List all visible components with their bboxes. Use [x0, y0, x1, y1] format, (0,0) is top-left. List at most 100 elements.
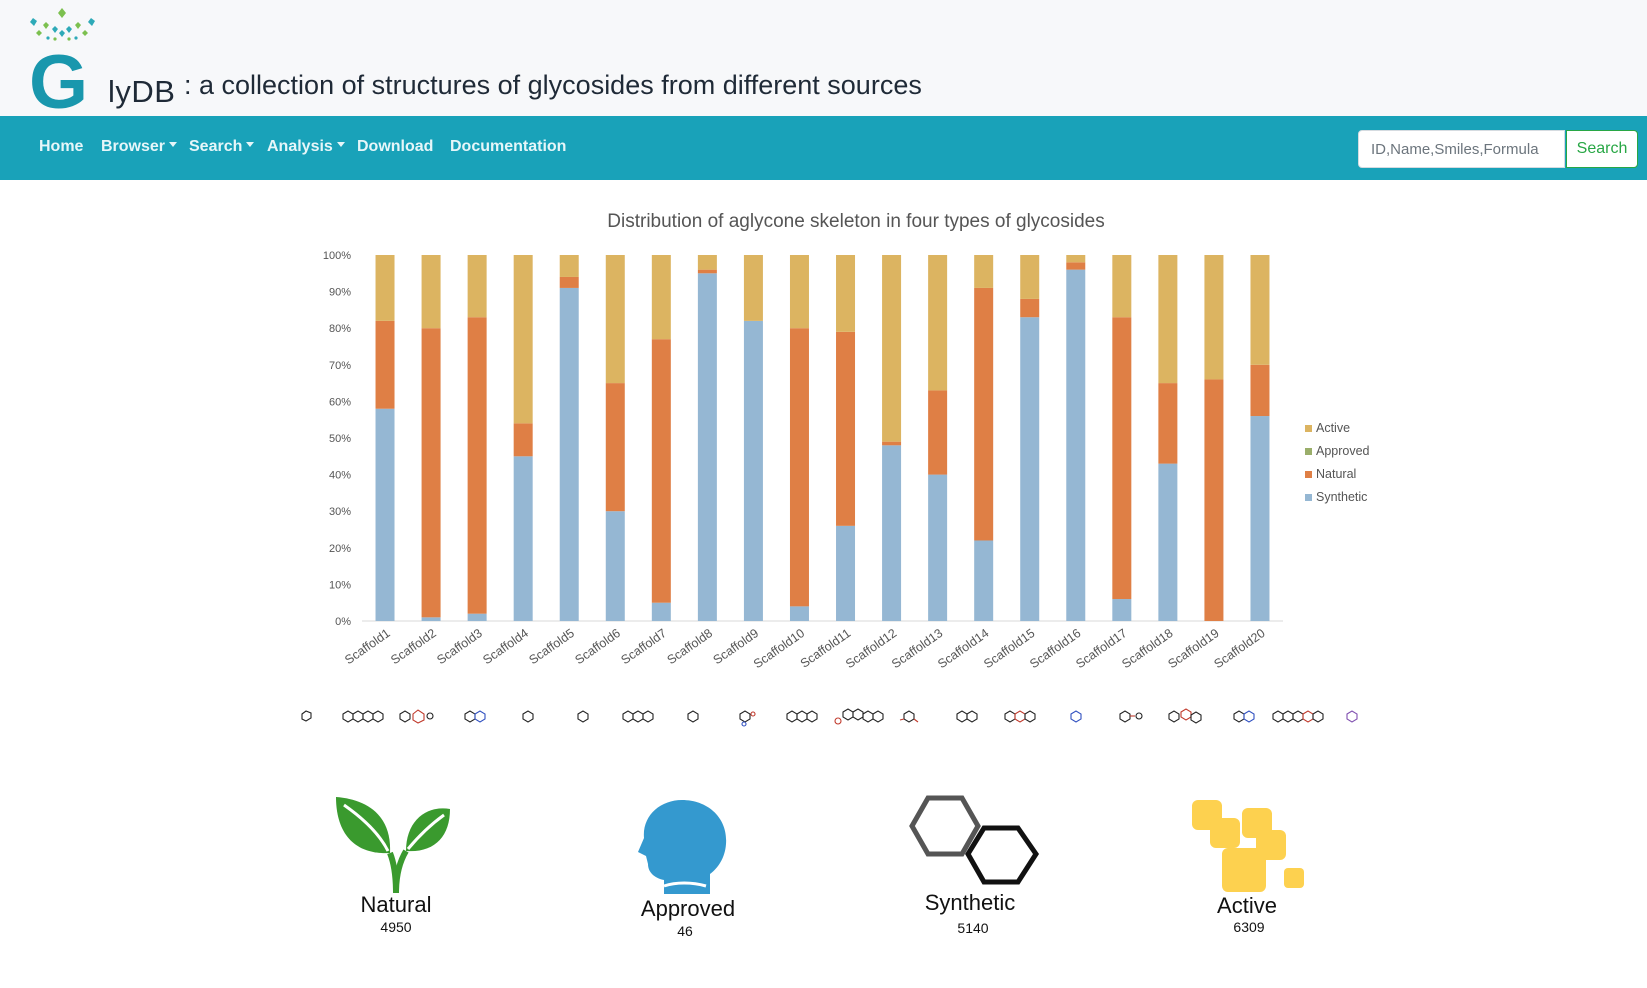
stat-label: Synthetic: [924, 890, 1016, 915]
y-tick-label: 60%: [329, 396, 351, 408]
bar-active[interactable]: [605, 255, 625, 384]
bar-natural[interactable]: [928, 390, 948, 475]
x-tick-label: Scaffold8: [665, 626, 716, 667]
x-tick-label: Scaffold5: [526, 626, 577, 667]
bar-natural[interactable]: [605, 383, 625, 512]
nav-analysis-dropdown[interactable]: Analysis: [267, 138, 345, 156]
nav-documentation[interactable]: Documentation: [450, 138, 567, 155]
bar-synthetic[interactable]: [375, 408, 395, 621]
bar-active[interactable]: [697, 255, 717, 270]
structure-thumbnail: [301, 710, 312, 722]
bar-synthetic[interactable]: [1112, 599, 1132, 621]
bar-active[interactable]: [1158, 255, 1178, 384]
x-tick-label: Scaffold7: [618, 626, 669, 667]
bar-active[interactable]: [974, 255, 994, 288]
bar-active[interactable]: [882, 255, 902, 442]
bar-active[interactable]: [467, 255, 487, 318]
caret-down-icon: [169, 142, 178, 148]
stat-label: Approved: [640, 896, 736, 921]
search-input[interactable]: [1358, 130, 1565, 168]
bar-synthetic[interactable]: [1250, 416, 1270, 621]
bar-natural[interactable]: [1204, 379, 1224, 621]
bar-natural[interactable]: [697, 269, 717, 274]
bar-natural[interactable]: [1020, 298, 1040, 318]
search-button[interactable]: Search: [1566, 130, 1638, 168]
bar-synthetic[interactable]: [697, 273, 717, 621]
brand-name: lyDB: [108, 74, 176, 109]
bar-active[interactable]: [928, 255, 948, 391]
bar-active[interactable]: [421, 255, 441, 329]
bar-active[interactable]: [559, 255, 579, 277]
site-header: G lyDB : a collection of structures of g…: [0, 0, 1647, 116]
x-tick-label: Scaffold2: [388, 626, 439, 667]
bar-synthetic[interactable]: [789, 606, 809, 621]
y-tick-label: 0%: [335, 616, 351, 628]
x-tick-label: Scaffold13: [889, 626, 945, 671]
nav-home[interactable]: Home: [39, 138, 84, 155]
bar-natural[interactable]: [467, 317, 487, 614]
bar-active[interactable]: [743, 255, 763, 321]
structure-thumbnail: [1070, 710, 1082, 723]
x-tick-label: Scaffold10: [751, 626, 807, 671]
bar-synthetic[interactable]: [1020, 317, 1040, 621]
bar-synthetic[interactable]: [1158, 463, 1178, 621]
structure-thumbnail: [622, 710, 654, 723]
bar-synthetic[interactable]: [1066, 269, 1086, 621]
nav-search-dropdown[interactable]: Search: [189, 138, 255, 156]
bar-natural[interactable]: [882, 441, 902, 446]
bar-synthetic[interactable]: [836, 525, 856, 621]
bar-synthetic[interactable]: [928, 474, 948, 621]
bar-synthetic[interactable]: [605, 511, 625, 621]
structure-thumbnail: [687, 710, 699, 723]
bar-natural[interactable]: [513, 423, 533, 457]
nav-download[interactable]: Download: [357, 138, 434, 155]
bar-synthetic[interactable]: [467, 613, 487, 621]
structure-thumbnail: [1119, 710, 1143, 723]
bar-synthetic[interactable]: [882, 445, 902, 621]
bar-active[interactable]: [789, 255, 809, 329]
bar-natural[interactable]: [375, 320, 395, 409]
glydb-logo[interactable]: G: [28, 8, 100, 112]
bar-active[interactable]: [1066, 255, 1086, 263]
bar-natural[interactable]: [421, 328, 441, 618]
bar-natural[interactable]: [559, 276, 579, 288]
structure-thumbnail: [577, 710, 589, 723]
scaffold-distribution-chart: Distribution of aglycone skeleton in fou…: [301, 211, 1370, 727]
bar-synthetic[interactable]: [974, 540, 994, 621]
bar-active[interactable]: [836, 255, 856, 332]
structure-thumbnail: [342, 710, 384, 723]
bar-natural[interactable]: [836, 331, 856, 526]
stat-count: 5140: [957, 920, 989, 936]
x-tick-label: Scaffold12: [843, 626, 899, 671]
chart-title: Distribution of aglycone skeleton in fou…: [607, 211, 1104, 232]
bar-natural[interactable]: [1066, 262, 1086, 270]
legend-swatch: [1305, 448, 1312, 455]
bar-active[interactable]: [513, 255, 533, 424]
bar-active[interactable]: [1250, 255, 1270, 365]
bar-synthetic[interactable]: [559, 287, 579, 621]
bar-active[interactable]: [1020, 255, 1040, 299]
human-head-icon: [638, 800, 727, 894]
bar-natural[interactable]: [974, 287, 994, 541]
bar-synthetic[interactable]: [743, 320, 763, 621]
bar-synthetic[interactable]: [421, 617, 441, 621]
bar-synthetic[interactable]: [651, 602, 671, 621]
bar-natural[interactable]: [1250, 364, 1270, 417]
bar-active[interactable]: [1204, 255, 1224, 380]
y-tick-label: 90%: [329, 287, 351, 299]
bar-natural[interactable]: [1158, 383, 1178, 464]
y-tick-label: 50%: [329, 433, 351, 445]
x-tick-label: Scaffold4: [480, 626, 531, 667]
bar-active[interactable]: [1112, 255, 1132, 318]
bar-synthetic[interactable]: [513, 456, 533, 621]
bar-natural[interactable]: [651, 339, 671, 603]
bar-natural[interactable]: [1112, 317, 1132, 600]
x-tick-label: Scaffold14: [935, 626, 991, 671]
structure-thumbnail: [1004, 710, 1036, 723]
structure-thumbnail: [1272, 710, 1324, 723]
nav-browser-dropdown[interactable]: Browser: [101, 138, 178, 156]
structure-thumbnail: [834, 708, 884, 725]
bar-active[interactable]: [651, 255, 671, 340]
bar-natural[interactable]: [789, 328, 809, 607]
bar-active[interactable]: [375, 255, 395, 321]
